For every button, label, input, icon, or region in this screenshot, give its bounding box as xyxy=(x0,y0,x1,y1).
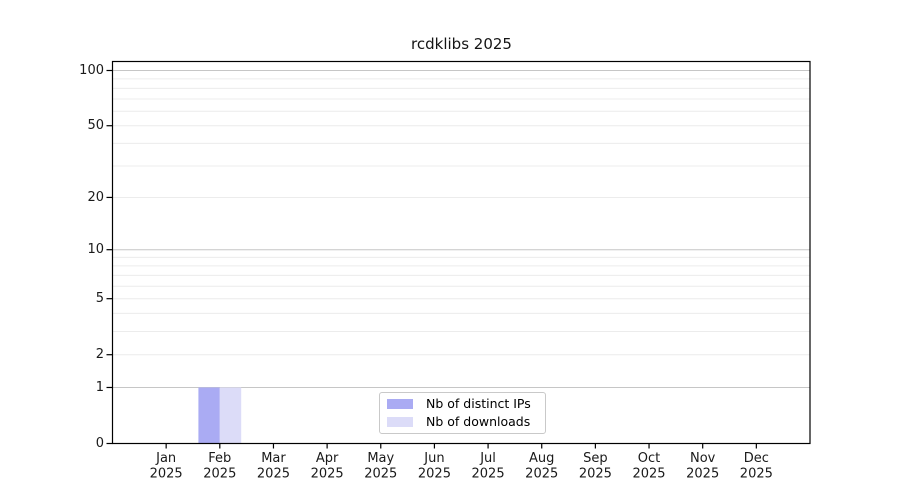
bar-distinct-ips xyxy=(198,387,220,444)
x-tick-label-month: Jan xyxy=(155,451,176,466)
x-tick-label-month: Jul xyxy=(479,451,496,466)
x-tick-label-month: Dec xyxy=(744,451,769,466)
legend-swatch-distinct-ips xyxy=(387,399,413,409)
x-tick-label-year: 2025 xyxy=(364,467,397,482)
y-tick-label: 0 xyxy=(96,436,104,451)
x-tick-label-month: Feb xyxy=(208,451,231,466)
legend-swatch-downloads xyxy=(387,417,413,427)
x-tick-label-month: May xyxy=(367,451,394,466)
x-tick-label-month: Apr xyxy=(316,451,339,466)
x-tick-label-month: Oct xyxy=(638,451,660,466)
x-tick-label-month: Nov xyxy=(690,451,716,466)
x-tick-label-month: Sep xyxy=(583,451,608,466)
y-tick-label: 20 xyxy=(87,190,104,205)
y-tick-label: 2 xyxy=(96,347,104,362)
legend-label-distinct-ips: Nb of distinct IPs xyxy=(426,396,531,412)
x-tick-label-year: 2025 xyxy=(632,467,665,482)
x-tick-label-month: Jun xyxy=(423,451,444,466)
axes-frame xyxy=(111,60,811,445)
y-tick-label: 100 xyxy=(79,63,104,78)
x-tick-label-year: 2025 xyxy=(579,467,612,482)
y-tick-label: 1 xyxy=(96,380,104,395)
chart-title: rcdklibs 2025 xyxy=(411,35,512,53)
bar-downloads xyxy=(219,387,242,444)
x-tick-label-year: 2025 xyxy=(472,467,505,482)
x-tick-label-month: Aug xyxy=(529,451,554,466)
x-tick-label-year: 2025 xyxy=(150,467,183,482)
y-tick-label: 5 xyxy=(96,291,104,306)
legend-item-downloads: Nb of downloads xyxy=(387,415,537,429)
y-tick-label: 10 xyxy=(87,242,104,257)
x-tick-label-year: 2025 xyxy=(740,467,773,482)
legend-item-distinct-ips: Nb of distinct IPs xyxy=(387,397,537,411)
x-tick-label-year: 2025 xyxy=(311,467,344,482)
legend-label-downloads: Nb of downloads xyxy=(426,414,531,429)
x-tick-label-year: 2025 xyxy=(257,467,290,482)
y-tick-label: 50 xyxy=(87,118,104,133)
x-tick-label-year: 2025 xyxy=(686,467,719,482)
x-tick-label-year: 2025 xyxy=(203,467,236,482)
x-tick-label-month: Mar xyxy=(261,451,286,466)
legend: Nb of distinct IPs Nb of downloads xyxy=(379,392,546,434)
x-tick-label-year: 2025 xyxy=(418,467,451,482)
x-tick-label-year: 2025 xyxy=(525,467,558,482)
